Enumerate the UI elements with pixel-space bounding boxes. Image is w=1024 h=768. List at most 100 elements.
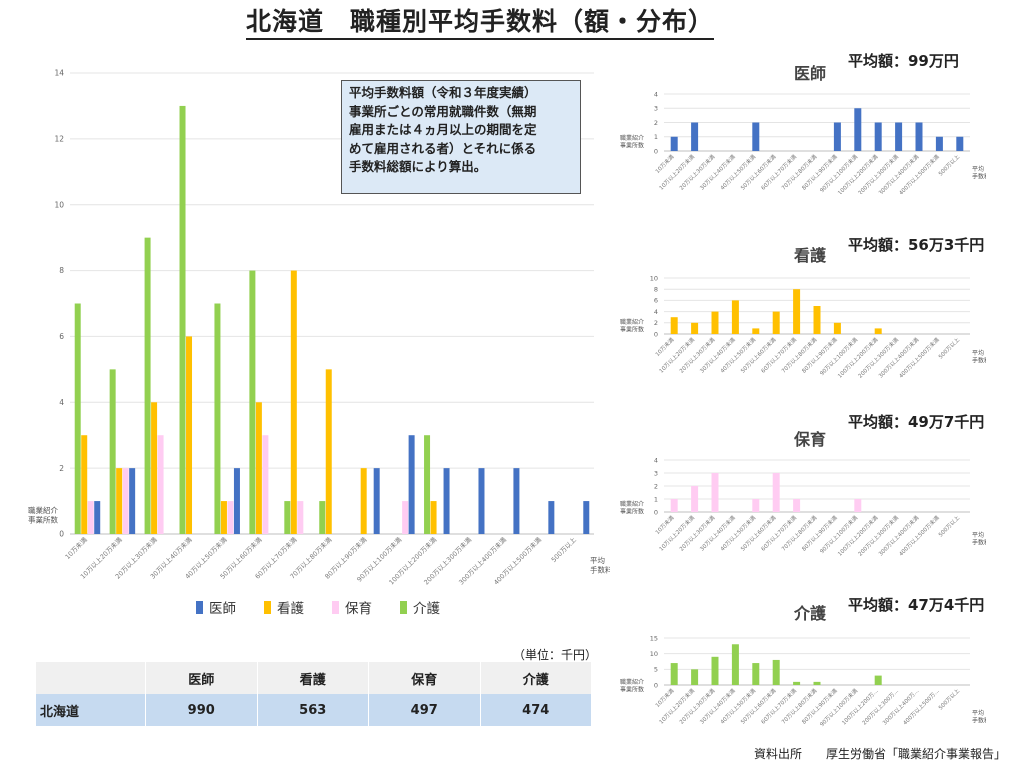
summary-value-cell: 990 [145, 694, 258, 726]
bar-doctor [408, 435, 415, 534]
y-tick-label: 2 [654, 119, 658, 127]
summary-region-cell: 北海道 [36, 694, 146, 726]
y-axis-label: 職業紹介事業所数 [620, 500, 644, 516]
y-axis-label: 職業紹介事業所数 [28, 505, 58, 524]
x-tick-label: 80万以上90万未満 [800, 335, 839, 374]
bar-nursing [691, 322, 699, 334]
y-tick-label: 6 [59, 332, 64, 341]
bar-childcare [297, 501, 304, 534]
x-tick-label: 500万以上 [936, 686, 961, 711]
x-axis-label: 平均手数料額 [972, 165, 986, 181]
data-source: 資料出所 厚生労働省「職業紹介事業報告」 [754, 747, 1007, 761]
doctor-bar-chart: 0 1 2 3 4 10万未満10万以上20万未満20万以上30万未満30万以上40万未満… [620, 90, 986, 194]
y-tick-label: 4 [654, 90, 658, 98]
bar-nursing [81, 435, 88, 534]
x-tick-label: 50万以上60万未満 [739, 513, 778, 552]
summary-value-cell: 563 [257, 694, 369, 726]
y-tick-label: 3 [654, 469, 658, 477]
y-tick-label: 10 [54, 200, 64, 209]
x-tick-label: 40万以上50万未満 [718, 686, 757, 725]
bar-childcare [670, 499, 678, 512]
y-tick-label: 0 [59, 530, 64, 539]
bar-nursing [255, 402, 262, 534]
bar-nursing [670, 317, 678, 334]
x-tick-label: 10万以上20万未満 [657, 335, 696, 374]
x-tick-label: 10万未満 [63, 535, 89, 561]
bar-doctor [233, 468, 240, 534]
y-tick-label: 0 [654, 330, 658, 338]
bar-childcare [711, 473, 719, 512]
bar-childcare [691, 486, 699, 512]
bar-care [319, 501, 326, 534]
bar-nursing [151, 402, 158, 534]
page-title: 北海道 職種別平均手数料（額・分布） [246, 6, 715, 40]
note-line: 雇用または４ヵ月以上の期間を定 [349, 122, 537, 137]
x-tick-label: 50万以上60万未満 [739, 686, 778, 725]
note-line: 事業所ごとの常用就職件数（無期 [349, 103, 537, 119]
x-tick-label: 60万以上70万未満 [759, 152, 798, 191]
x-tick-label: 500万以上 [936, 335, 961, 360]
y-tick-label: 4 [654, 308, 658, 316]
note-line: 平均手数料額（令和３年度実績） [349, 85, 537, 100]
y-tick-label: 0 [654, 508, 658, 516]
nursing-chart-title: 看護 [794, 246, 827, 265]
bar-nursing [772, 311, 780, 334]
y-tick-label: 8 [654, 285, 658, 293]
x-tick-label: 90万以上100万未満 [818, 152, 860, 194]
bar-care [874, 675, 882, 685]
x-axis-label: 平均手数料額 [972, 531, 986, 547]
bar-doctor [478, 468, 485, 534]
bar-care [711, 656, 719, 685]
bar-nursing [793, 289, 801, 334]
x-tick-label: 90万以上100万未満 [818, 686, 860, 728]
doctor-chart-title: 医師 [794, 64, 827, 83]
bar-childcare [854, 499, 862, 512]
y-axis-label: 職業紹介事業所数 [620, 134, 644, 150]
bar-childcare [157, 435, 164, 534]
x-tick-label: 20万以上30万未満 [678, 686, 717, 725]
bar-doctor [956, 136, 964, 151]
summary-header-cell: 介護 [480, 662, 592, 694]
care-average-fee: 平均額：47万4千円 [848, 596, 985, 614]
bar-nursing [186, 336, 193, 534]
bar-care [179, 105, 186, 534]
bar-doctor [915, 122, 923, 151]
bar-nursing [833, 322, 841, 334]
bar-doctor [895, 122, 903, 151]
bar-care [74, 303, 81, 534]
legend-label-nursing: 看護 [277, 601, 304, 617]
doctor-average-fee: 平均額：99万円 [848, 52, 959, 70]
y-tick-label: 12 [54, 134, 64, 143]
bar-doctor [373, 468, 380, 534]
x-tick-label: 40万以上50万未満 [718, 152, 757, 191]
bar-nursing [360, 468, 367, 534]
bar-doctor [94, 501, 101, 534]
x-tick-label: 40万以上50万未満 [718, 335, 757, 374]
y-tick-label: 4 [654, 456, 658, 464]
bar-childcare [262, 435, 269, 534]
x-tick-label: 10万以上20万未満 [657, 686, 696, 725]
bar-nursing [711, 311, 719, 334]
childcare-chart-title: 保育 [794, 430, 827, 449]
x-tick-label: 10万以上20万未満 [657, 513, 696, 552]
bar-nursing [290, 270, 297, 534]
bar-care [249, 270, 256, 534]
summary-header-cell: 保育 [368, 662, 481, 694]
x-tick-label: 100万以上200万... [840, 687, 880, 727]
x-tick-label: 90万以上100万未満 [818, 335, 860, 377]
y-tick-label: 2 [654, 482, 658, 490]
bar-care [793, 681, 801, 685]
x-tick-label: 30万以上40万未満 [698, 152, 737, 191]
summary-value-cell: 474 [480, 694, 592, 726]
x-tick-label: 40万以上50万未満 [718, 513, 757, 552]
main-chart-legend: 医師 看護 保育 介護 [196, 597, 440, 617]
bar-care [424, 435, 431, 534]
x-tick-label: 60万以上70万未満 [759, 686, 798, 725]
bar-childcare [122, 468, 129, 534]
bar-nursing [813, 306, 821, 334]
nursing-bar-chart: 0 2 4 6 8 10 10万未満10万以上20万未満20万以上30万未満30万以上40万… [620, 274, 986, 378]
bar-nursing [874, 328, 882, 334]
x-tick-label: 500万以上 [936, 513, 961, 538]
bar-care [144, 237, 151, 534]
x-tick-label: 70万以上80万未満 [780, 686, 819, 725]
